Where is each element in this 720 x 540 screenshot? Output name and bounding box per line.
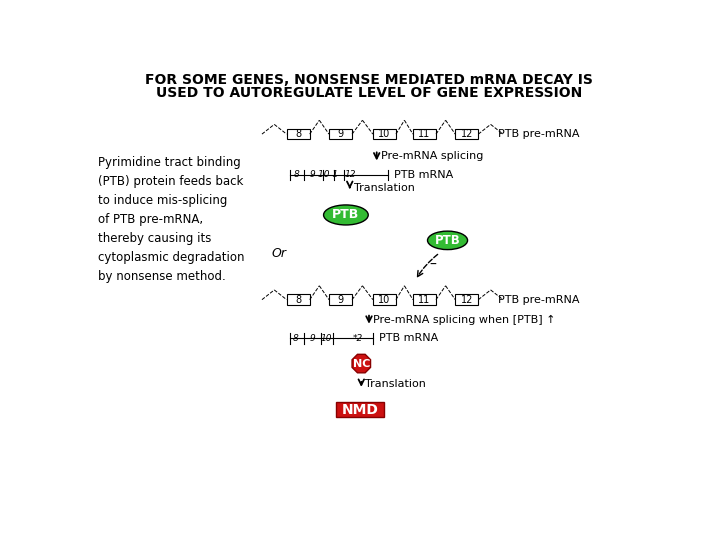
Bar: [336, 402, 384, 417]
Text: 8: 8: [295, 129, 301, 139]
Text: NMD: NMD: [341, 403, 378, 417]
Text: PTB: PTB: [332, 208, 359, 221]
Text: *2: *2: [353, 334, 364, 343]
Text: 12: 12: [461, 295, 473, 305]
Bar: [455, 294, 478, 305]
Bar: [329, 294, 352, 305]
Text: Pre-mRNA splicing when [PTB] ↑: Pre-mRNA splicing when [PTB] ↑: [373, 315, 555, 325]
Bar: [329, 129, 352, 139]
Text: 10: 10: [378, 129, 390, 139]
Ellipse shape: [323, 205, 368, 225]
Text: PTB mRNA: PTB mRNA: [395, 170, 454, 180]
Text: Pre-mRNA splicing: Pre-mRNA splicing: [381, 151, 483, 161]
Text: 9: 9: [309, 334, 315, 343]
Text: 8: 8: [294, 171, 300, 179]
Text: 9: 9: [338, 129, 343, 139]
Bar: [413, 294, 436, 305]
Bar: [287, 294, 310, 305]
Bar: [373, 129, 396, 139]
Text: –: –: [429, 258, 436, 272]
Text: Pyrimidine tract binding
(PTB) protein feeds back
to induce mis-splicing
of PTB : Pyrimidine tract binding (PTB) protein f…: [98, 156, 245, 282]
Text: Or: Or: [271, 247, 287, 260]
Bar: [287, 129, 310, 139]
Text: PTB pre-mRNA: PTB pre-mRNA: [498, 129, 579, 139]
Text: 12: 12: [461, 129, 473, 139]
Text: PTB mRNA: PTB mRNA: [379, 333, 438, 343]
Text: NC: NC: [353, 359, 370, 369]
Text: 8: 8: [295, 295, 301, 305]
Text: 11: 11: [418, 129, 431, 139]
Ellipse shape: [428, 231, 467, 249]
Text: 8: 8: [293, 334, 299, 343]
Text: FOR SOME GENES, NONSENSE MEDIATED mRNA DECAY IS: FOR SOME GENES, NONSENSE MEDIATED mRNA D…: [145, 72, 593, 86]
Text: 11: 11: [418, 295, 431, 305]
Text: Translation: Translation: [365, 379, 426, 389]
Text: 10: 10: [321, 334, 333, 343]
Bar: [455, 129, 478, 139]
Bar: [413, 129, 436, 139]
Text: PTB: PTB: [435, 234, 460, 247]
Text: Translation: Translation: [354, 183, 415, 193]
Text: 9: 9: [310, 171, 315, 179]
Text: PTB pre-mRNA: PTB pre-mRNA: [498, 295, 579, 305]
Text: 12: 12: [345, 171, 356, 179]
Text: 9: 9: [338, 295, 343, 305]
Text: 10: 10: [378, 295, 390, 305]
Text: 10 1: 10 1: [318, 171, 338, 179]
Text: USED TO AUTOREGULATE LEVEL OF GENE EXPRESSION: USED TO AUTOREGULATE LEVEL OF GENE EXPRE…: [156, 86, 582, 100]
Bar: [373, 294, 396, 305]
